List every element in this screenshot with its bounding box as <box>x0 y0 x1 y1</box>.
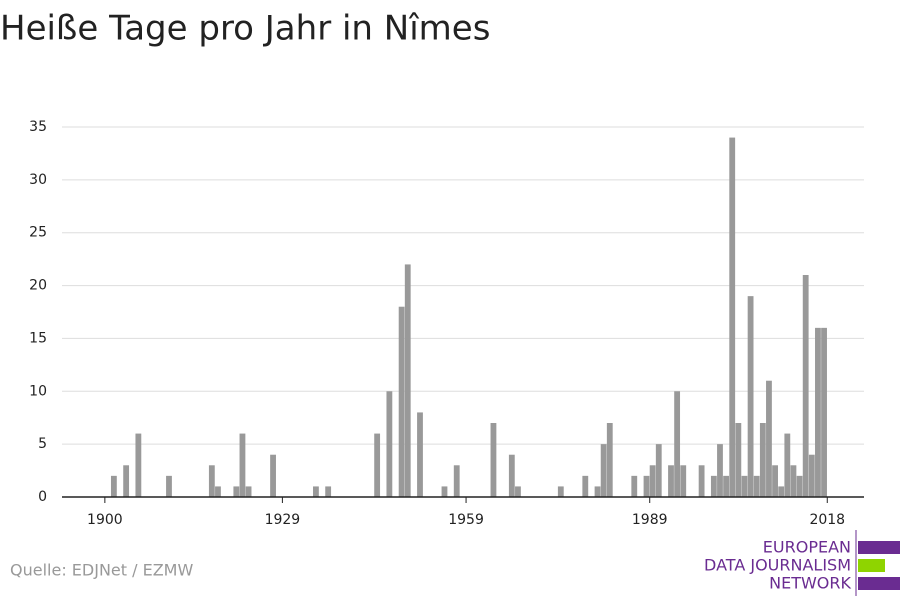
bar <box>717 444 723 497</box>
bar <box>790 465 797 497</box>
y-tick-label: 5 <box>38 436 47 452</box>
logo-bar <box>858 577 900 590</box>
logo-bar <box>858 541 900 554</box>
bar <box>698 465 705 497</box>
x-tick-label: 1959 <box>448 512 484 528</box>
bar <box>325 486 332 497</box>
bar <box>606 423 613 497</box>
bar <box>245 486 252 497</box>
bar <box>594 486 601 497</box>
bar <box>404 264 411 497</box>
bar <box>747 296 754 497</box>
bar <box>766 380 772 497</box>
bar <box>710 475 717 497</box>
bar <box>515 486 521 497</box>
bar <box>270 454 276 497</box>
bar <box>778 486 785 497</box>
bar <box>453 465 460 497</box>
bar <box>508 454 515 497</box>
bar <box>582 475 589 497</box>
bar <box>490 423 497 497</box>
bar <box>674 391 681 497</box>
bar <box>135 433 142 497</box>
bar <box>668 465 674 497</box>
bar <box>649 465 656 497</box>
bar <box>815 327 821 497</box>
y-tick-label: 30 <box>29 172 47 188</box>
bar <box>166 475 172 497</box>
bar <box>729 137 736 498</box>
bar <box>741 475 748 497</box>
logo-bar <box>858 559 885 572</box>
bar <box>772 465 778 497</box>
y-tick-label: 25 <box>29 225 47 241</box>
bar <box>215 486 221 497</box>
y-tick-label: 0 <box>38 489 47 505</box>
bar <box>631 475 638 497</box>
y-tick-label: 20 <box>29 278 47 294</box>
bar <box>784 433 791 497</box>
bar <box>374 433 381 497</box>
x-tick-label: 1900 <box>87 512 123 528</box>
bar <box>808 454 815 497</box>
bar <box>208 465 215 497</box>
bar <box>441 486 448 497</box>
bar <box>643 475 650 497</box>
bar <box>557 486 564 497</box>
y-tick-label: 35 <box>29 119 47 135</box>
logo-text: EUROPEAN <box>763 538 851 557</box>
logo-text: DATA JOURNALISM <box>704 556 851 575</box>
bar <box>759 423 766 497</box>
bar <box>417 412 423 497</box>
x-tick-label: 1989 <box>632 512 668 528</box>
bar <box>313 486 319 497</box>
source: Quelle: EDJNet / EZMW <box>10 561 193 580</box>
bar <box>386 391 393 497</box>
bar <box>821 327 827 497</box>
bar <box>239 433 246 497</box>
y-tick-label: 15 <box>29 330 47 346</box>
chart-title: Heiße Tage pro Jahr in Nîmes <box>0 9 490 49</box>
x-tick-label: 2018 <box>809 512 845 528</box>
x-tick-label: 1929 <box>265 512 301 528</box>
bar <box>233 486 240 497</box>
bar <box>753 475 760 497</box>
bar <box>655 444 662 497</box>
bar <box>735 423 742 497</box>
y-tick-label: 10 <box>29 383 47 399</box>
bar <box>600 444 607 497</box>
logo: EUROPEAN DATA JOURNALISM NETWORK <box>704 530 900 596</box>
bar <box>802 275 809 497</box>
bar <box>680 465 687 497</box>
bar <box>796 475 803 497</box>
bar <box>398 306 405 497</box>
bar <box>723 475 730 497</box>
bar <box>110 475 117 497</box>
logo-text: NETWORK <box>769 574 851 593</box>
bar <box>123 465 130 497</box>
